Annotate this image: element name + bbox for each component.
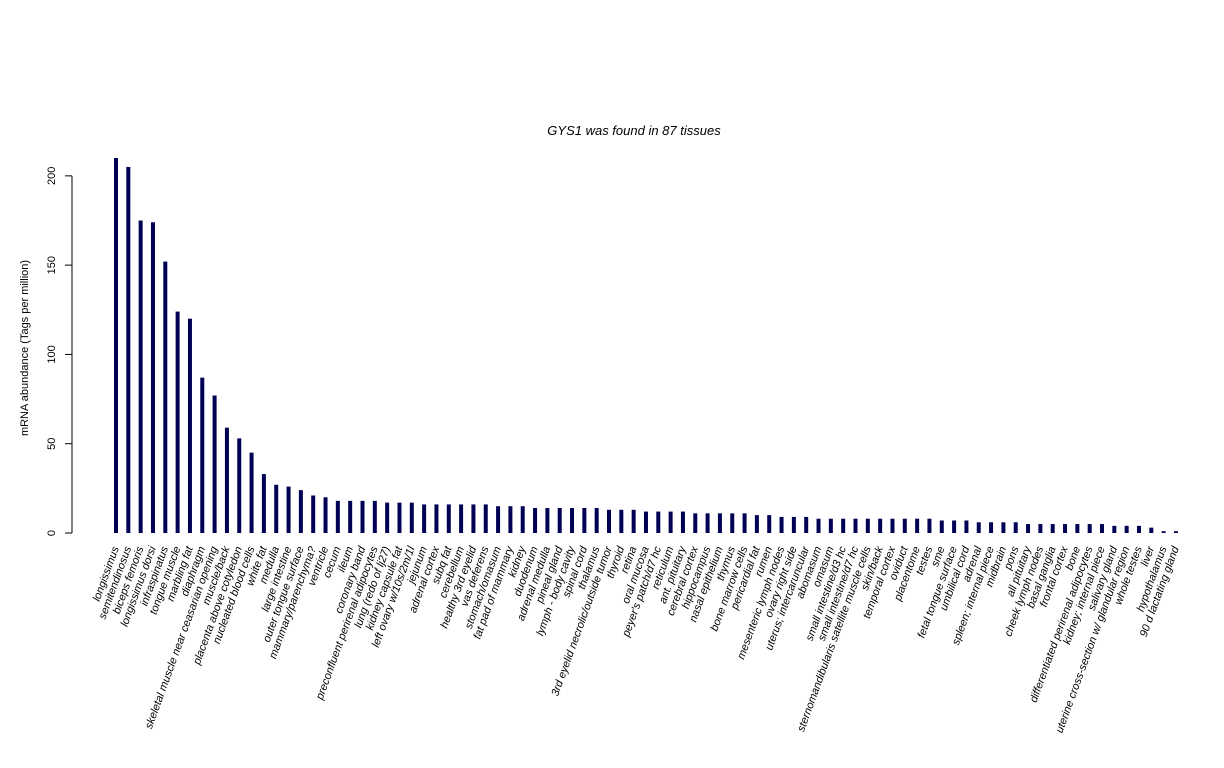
y-tick-label: 150: [46, 256, 58, 274]
bar: [989, 522, 994, 533]
y-axis-label: mRNA abundance (Tags per million): [19, 260, 31, 436]
bar: [853, 518, 858, 533]
bar: [656, 511, 661, 533]
bar: [471, 504, 476, 533]
bar: [952, 520, 957, 533]
bar: [816, 518, 821, 533]
bar: [150, 222, 155, 534]
bar: [754, 515, 759, 533]
bar: [927, 518, 932, 533]
bar: [397, 502, 402, 533]
bars-group: [114, 158, 1178, 534]
bar: [323, 497, 328, 533]
bar: [212, 395, 217, 533]
bar: [360, 500, 365, 533]
bar: [200, 377, 205, 533]
bar: [446, 504, 451, 533]
bar: [422, 504, 427, 533]
bar: [545, 508, 550, 533]
bar: [668, 511, 673, 533]
bar: [570, 508, 575, 533]
bar: [261, 474, 266, 533]
bar: [878, 518, 883, 533]
bar: [742, 513, 747, 533]
bar: [841, 518, 846, 533]
bar: [520, 506, 525, 533]
bar: [187, 318, 192, 533]
bar: [1087, 524, 1092, 533]
bar: [643, 511, 648, 533]
bar: [1050, 524, 1055, 533]
bar: [1001, 522, 1006, 533]
bar: [680, 511, 685, 533]
bar: [175, 311, 180, 533]
bar: [902, 518, 907, 533]
y-tick-label: 50: [46, 438, 58, 450]
bar: [619, 509, 624, 533]
bar: [939, 520, 944, 533]
bar: [409, 502, 414, 533]
bar: [779, 516, 784, 533]
bar: [717, 513, 722, 533]
bar: [496, 506, 501, 533]
bar: [335, 500, 340, 533]
bar: [348, 500, 353, 533]
bar: [1161, 531, 1166, 533]
bar: [557, 508, 562, 533]
y-tick-label: 200: [46, 167, 58, 185]
bar: [1100, 524, 1104, 533]
bar: [114, 158, 118, 533]
bar: [1149, 527, 1154, 533]
bar: [865, 518, 870, 533]
bar: [508, 506, 513, 533]
bar: [1124, 525, 1129, 533]
bar: [286, 486, 291, 533]
bar: [828, 518, 833, 533]
bar: [163, 261, 168, 533]
bar: [594, 508, 599, 533]
bar: [298, 490, 303, 533]
bar: [483, 504, 488, 533]
bar: [631, 509, 636, 533]
y-axis: 0 50 100 150 200: [46, 167, 73, 536]
bar: [372, 500, 377, 533]
bar: [693, 513, 698, 533]
bar: [964, 520, 969, 533]
bar: [434, 504, 439, 533]
bar: [791, 516, 796, 533]
bar: [1136, 525, 1141, 533]
y-tick-label: 0: [46, 530, 58, 536]
bar: [1075, 524, 1080, 533]
bar: [804, 516, 809, 533]
bar: [126, 166, 131, 533]
bar: [237, 438, 242, 533]
y-tick-label: 100: [46, 345, 58, 363]
bar: [385, 502, 390, 533]
bar: [767, 515, 772, 533]
bar: [890, 518, 895, 533]
bar: [1112, 525, 1117, 533]
bar: [1038, 524, 1043, 533]
bar: [1026, 524, 1031, 533]
bar: [274, 484, 279, 533]
bar: [1013, 522, 1018, 533]
bar: [311, 495, 316, 533]
bar: [607, 509, 611, 533]
bar: [224, 427, 229, 533]
bar: [730, 513, 735, 533]
bar: [1173, 531, 1178, 533]
chart-title: GYS1 was found in 87 tissues: [547, 123, 721, 138]
bar: [705, 513, 710, 533]
bar: [459, 504, 464, 533]
bar: [582, 508, 587, 533]
bar: [915, 518, 920, 533]
bar: [249, 452, 254, 533]
bar: [138, 220, 143, 533]
bar: [976, 522, 981, 533]
bar: [1063, 524, 1068, 533]
bar: [533, 508, 538, 533]
